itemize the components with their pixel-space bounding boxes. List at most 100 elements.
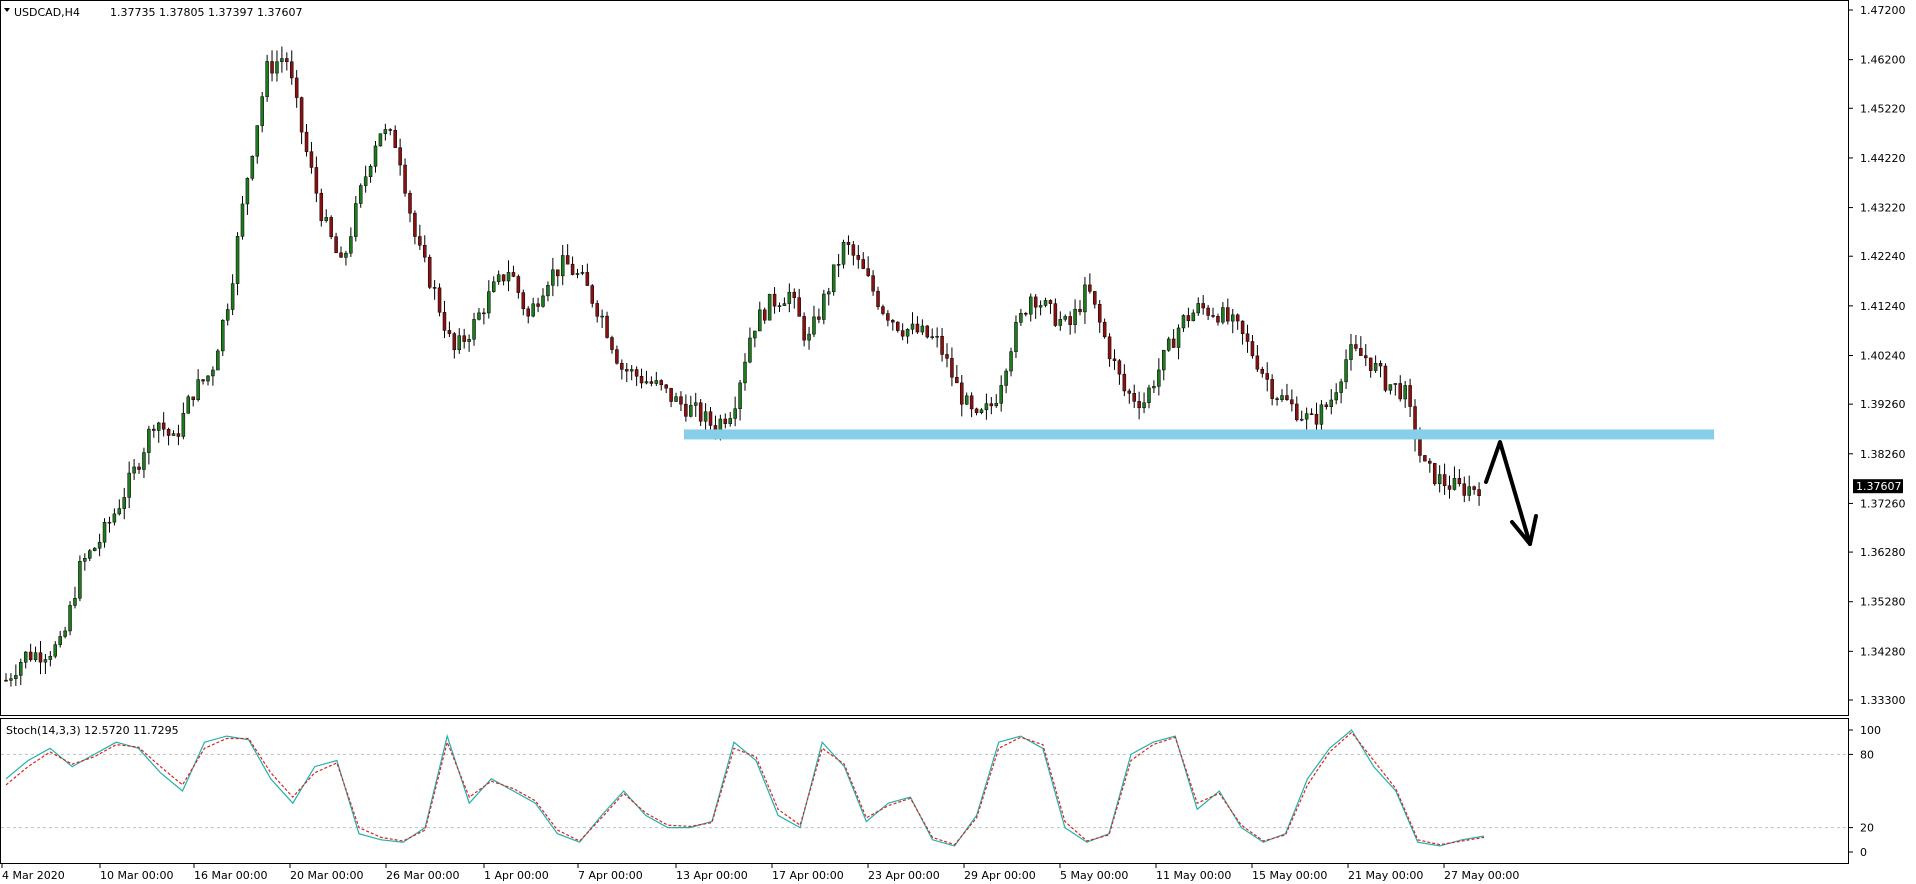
candle bbox=[827, 287, 831, 306]
candle bbox=[1285, 383, 1289, 401]
candle bbox=[1275, 396, 1279, 406]
candle-body bbox=[1226, 307, 1230, 322]
candle-body bbox=[1359, 348, 1363, 356]
candle bbox=[684, 394, 688, 422]
candle bbox=[989, 397, 994, 415]
candle bbox=[1413, 399, 1417, 452]
candle bbox=[900, 323, 905, 341]
candle bbox=[693, 392, 698, 417]
time-tick-label: 21 May 00:00 bbox=[1348, 869, 1423, 882]
price-tick-label: 1.33300 bbox=[1860, 694, 1906, 707]
candle-body bbox=[831, 264, 836, 293]
time-tick-label: 17 Apr 00:00 bbox=[772, 869, 844, 882]
candle-body bbox=[235, 236, 240, 284]
dropdown-triangle-icon[interactable] bbox=[4, 8, 10, 12]
candle bbox=[595, 300, 599, 323]
candle-body bbox=[1009, 351, 1013, 372]
candle-body bbox=[827, 291, 831, 295]
candle bbox=[950, 347, 954, 387]
candle-body bbox=[1418, 438, 1422, 456]
price-tick-label: 1.40240 bbox=[1860, 349, 1906, 362]
candle-body bbox=[1270, 379, 1274, 399]
time-tick-label: 13 Apr 00:00 bbox=[676, 869, 748, 882]
arrow-head bbox=[1510, 514, 1538, 546]
candle bbox=[1442, 463, 1447, 495]
candle-body bbox=[1408, 385, 1412, 407]
candle-body bbox=[1102, 321, 1107, 338]
candle-body bbox=[920, 325, 925, 333]
stoch-tick-label: 20 bbox=[1860, 822, 1874, 835]
candle-body bbox=[1068, 316, 1072, 325]
candle-body bbox=[38, 652, 43, 663]
candle-body bbox=[974, 408, 979, 413]
price-tick-label: 1.34280 bbox=[1860, 645, 1906, 658]
candle-body bbox=[900, 330, 905, 337]
candle-body bbox=[156, 422, 161, 431]
candle bbox=[344, 250, 348, 266]
candle-body bbox=[408, 192, 412, 214]
candle bbox=[83, 553, 87, 571]
stoch-panel-frame bbox=[0, 718, 1849, 864]
candle bbox=[703, 403, 708, 433]
candle-body bbox=[625, 369, 629, 372]
candle bbox=[211, 366, 215, 386]
candle-body bbox=[1428, 460, 1432, 464]
candle bbox=[1290, 389, 1294, 412]
candle-body bbox=[201, 379, 205, 382]
candle-body bbox=[723, 418, 728, 424]
candle-body bbox=[693, 402, 698, 406]
projection-arrow bbox=[1484, 440, 1538, 546]
candle bbox=[373, 140, 378, 173]
candle bbox=[368, 164, 373, 183]
candle-body bbox=[595, 303, 599, 317]
candle-body bbox=[1240, 320, 1245, 334]
candle-body bbox=[501, 274, 506, 282]
candle bbox=[1447, 475, 1452, 499]
candle-body bbox=[152, 428, 156, 431]
candle-body bbox=[812, 316, 816, 335]
candle-body bbox=[546, 285, 550, 297]
candle-body bbox=[1230, 314, 1235, 322]
candle bbox=[733, 396, 737, 427]
candle bbox=[1393, 383, 1398, 396]
candle-body bbox=[590, 285, 595, 304]
candle-body bbox=[48, 655, 53, 660]
candle bbox=[447, 321, 452, 338]
candle bbox=[1122, 364, 1127, 397]
candle-body bbox=[68, 605, 72, 632]
candle-body bbox=[1171, 338, 1176, 348]
candle-body bbox=[63, 630, 67, 637]
candle-body bbox=[1467, 486, 1471, 496]
candle-body bbox=[161, 422, 166, 430]
candle bbox=[289, 50, 294, 85]
candle bbox=[156, 421, 161, 443]
candle bbox=[565, 244, 570, 265]
candle bbox=[506, 260, 511, 292]
candle-body bbox=[1221, 307, 1225, 323]
candle-body bbox=[186, 396, 191, 414]
candle bbox=[1250, 334, 1255, 359]
candle bbox=[1112, 349, 1117, 370]
candle-body bbox=[1255, 355, 1260, 370]
candle-body bbox=[846, 242, 851, 245]
candle bbox=[1477, 482, 1481, 506]
support-band[interactable] bbox=[684, 429, 1714, 440]
candle bbox=[817, 308, 821, 324]
candle bbox=[482, 308, 486, 325]
candle-body bbox=[556, 269, 560, 277]
candle bbox=[467, 334, 471, 352]
candle-body bbox=[787, 291, 792, 304]
time-tick-label: 16 Mar 00:00 bbox=[194, 869, 267, 882]
candle bbox=[1299, 410, 1304, 422]
candle bbox=[955, 365, 959, 384]
candle-body bbox=[634, 369, 639, 377]
candle-body bbox=[955, 376, 959, 384]
candle bbox=[452, 331, 457, 359]
candle bbox=[112, 508, 117, 526]
candle bbox=[225, 303, 230, 326]
candle-body bbox=[797, 297, 801, 317]
candle bbox=[102, 518, 107, 548]
candle-body bbox=[1368, 357, 1373, 371]
candle bbox=[137, 462, 141, 474]
candle bbox=[309, 141, 314, 174]
